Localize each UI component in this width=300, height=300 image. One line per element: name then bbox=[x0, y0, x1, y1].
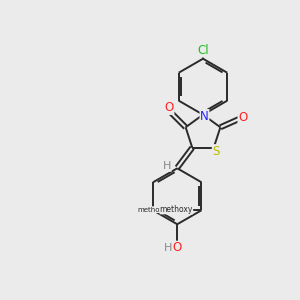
Text: O: O bbox=[165, 101, 174, 114]
Text: methoxy: methoxy bbox=[160, 205, 193, 214]
Text: Cl: Cl bbox=[197, 44, 209, 57]
Text: methoxy: methoxy bbox=[137, 207, 168, 213]
Text: N: N bbox=[200, 110, 209, 123]
Text: O: O bbox=[174, 204, 183, 217]
Text: S: S bbox=[212, 145, 220, 158]
Text: I: I bbox=[179, 204, 183, 217]
Text: O: O bbox=[238, 111, 247, 124]
Text: H: H bbox=[163, 161, 171, 171]
Text: O: O bbox=[172, 241, 182, 254]
Text: H: H bbox=[164, 243, 172, 253]
